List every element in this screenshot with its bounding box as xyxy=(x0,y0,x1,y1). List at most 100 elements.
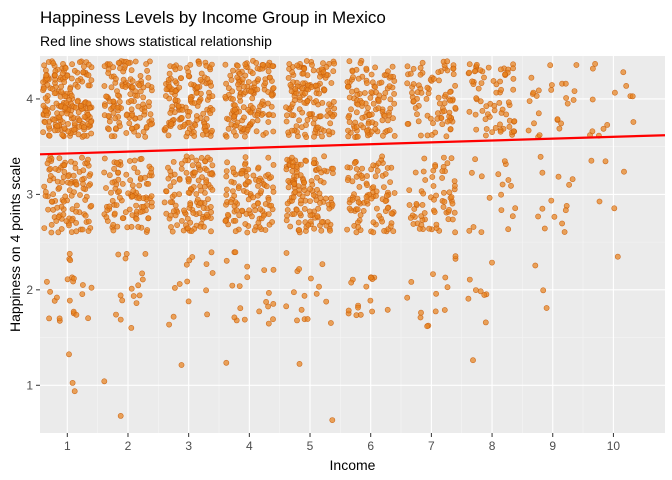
data-point xyxy=(208,170,215,177)
data-point xyxy=(105,70,112,76)
data-point xyxy=(244,126,251,133)
data-point xyxy=(447,126,454,132)
data-point xyxy=(373,188,380,195)
data-point xyxy=(283,118,290,125)
data-point xyxy=(408,278,415,285)
data-point xyxy=(316,190,323,197)
data-point xyxy=(324,113,330,119)
data-point xyxy=(124,224,131,231)
data-point xyxy=(562,207,569,214)
data-point xyxy=(115,251,122,258)
data-point xyxy=(317,177,324,184)
data-point xyxy=(540,287,547,294)
data-point xyxy=(110,221,117,228)
data-point xyxy=(364,127,370,134)
data-point xyxy=(440,154,447,161)
data-point xyxy=(316,90,322,97)
data-point xyxy=(292,189,299,195)
data-point xyxy=(239,207,245,214)
data-point xyxy=(234,63,241,69)
data-point xyxy=(162,125,169,131)
data-point xyxy=(435,69,442,75)
data-point xyxy=(592,61,598,67)
data-point xyxy=(165,132,172,139)
data-point xyxy=(444,160,451,167)
data-point xyxy=(201,183,208,190)
data-point xyxy=(129,78,136,84)
data-point xyxy=(200,110,207,117)
data-point xyxy=(307,218,314,225)
data-point xyxy=(363,80,370,86)
data-point xyxy=(404,121,411,127)
data-point xyxy=(426,225,432,232)
data-point xyxy=(424,132,431,139)
data-point xyxy=(260,212,267,219)
data-point xyxy=(172,78,179,85)
data-point xyxy=(446,206,452,213)
data-point xyxy=(189,162,196,169)
data-point xyxy=(163,188,170,195)
data-point xyxy=(446,109,453,116)
data-point xyxy=(348,279,355,286)
x-tick-label: 7 xyxy=(428,439,435,453)
data-point xyxy=(241,133,248,140)
data-point xyxy=(236,93,243,100)
data-point xyxy=(492,125,499,131)
data-point xyxy=(192,169,198,176)
data-point xyxy=(298,306,305,313)
x-axis-ticks: 1 2 3 4 5 6 7 8 9 10 xyxy=(64,433,620,453)
trend-line xyxy=(39,134,666,156)
data-point xyxy=(203,287,209,294)
chart-subtitle: Red line shows statistical relationship xyxy=(40,33,272,49)
data-point xyxy=(128,285,135,292)
data-point xyxy=(375,105,382,112)
data-point xyxy=(327,227,333,234)
data-point xyxy=(255,76,262,83)
data-point xyxy=(491,107,498,114)
data-point xyxy=(115,59,122,66)
data-point xyxy=(67,257,74,264)
x-tick-label: 8 xyxy=(489,439,496,453)
data-point xyxy=(165,175,172,182)
data-point xyxy=(140,94,147,101)
data-point xyxy=(451,209,458,216)
data-point xyxy=(239,76,246,83)
data-point xyxy=(197,76,204,83)
data-point xyxy=(447,89,453,95)
data-point xyxy=(196,61,203,67)
data-point xyxy=(127,91,134,97)
data-point xyxy=(465,295,472,302)
data-point xyxy=(466,108,473,115)
data-point xyxy=(566,181,572,188)
data-point xyxy=(197,223,204,230)
data-point xyxy=(80,282,86,288)
data-point xyxy=(571,88,578,94)
data-point xyxy=(225,116,232,123)
data-point xyxy=(436,77,442,84)
data-point xyxy=(498,86,504,93)
data-point xyxy=(376,212,383,219)
data-point xyxy=(74,202,80,209)
data-point xyxy=(384,117,391,124)
data-point xyxy=(85,100,92,107)
data-point xyxy=(486,194,493,201)
data-point xyxy=(489,259,495,266)
data-point xyxy=(243,172,250,179)
data-point xyxy=(468,169,475,176)
data-point xyxy=(78,103,84,109)
data-point xyxy=(236,283,243,289)
data-point xyxy=(224,211,231,218)
data-point xyxy=(122,209,129,216)
data-point xyxy=(125,190,132,197)
y-tick-label: 4 xyxy=(26,92,33,106)
data-point xyxy=(136,114,143,121)
data-point xyxy=(349,88,355,95)
data-point xyxy=(508,182,514,189)
data-point xyxy=(404,294,411,301)
data-point xyxy=(48,229,55,236)
data-point xyxy=(108,189,114,196)
data-point xyxy=(47,165,54,172)
data-point xyxy=(196,99,202,105)
data-point xyxy=(563,95,569,101)
data-point xyxy=(528,74,535,81)
